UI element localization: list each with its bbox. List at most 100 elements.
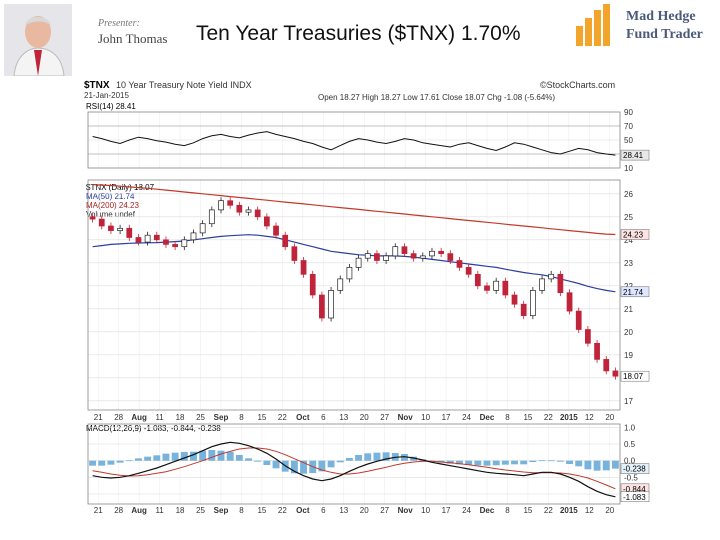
- rsi-tick-1: 70: [624, 122, 633, 131]
- ma200-last-label-box: [620, 229, 650, 240]
- candle-body-21: [282, 234, 289, 248]
- brand-logo: Mad Hedge Fund Trader: [574, 2, 714, 52]
- macd-hist-last-label-box: [620, 463, 650, 474]
- price-tick-1: 25: [624, 213, 633, 222]
- xtick-top-21: 15: [523, 413, 532, 422]
- xtick-bottom-20: 8: [505, 506, 510, 515]
- candle-body-23: [300, 260, 307, 275]
- macd-hist-bar-31: [373, 452, 381, 461]
- candle-body-44: [493, 280, 500, 291]
- xtick-top-15: Nov: [398, 413, 414, 422]
- presenter-label: Presenter:: [98, 18, 140, 29]
- xtick-top-9: 22: [278, 413, 287, 422]
- candle-body-38: [438, 250, 445, 254]
- macd-hist-bar-40: [456, 460, 463, 465]
- ma50-last-label-box: [620, 286, 650, 298]
- ma200-last-label: 24.23: [623, 231, 644, 240]
- candle-body-29: [355, 257, 362, 268]
- price-tick-6: 20: [624, 328, 633, 337]
- price-legend-3: Volume undef: [86, 210, 136, 219]
- candle-body-25: [319, 294, 325, 319]
- macd-hist-bar-55: [593, 460, 601, 471]
- candle-body-22: [291, 246, 298, 261]
- macd-hist-bar-20: [272, 460, 280, 469]
- candle-body-32: [383, 255, 389, 261]
- price-tick-7: 19: [624, 351, 633, 360]
- macd-hist-bar-16: [235, 455, 243, 461]
- macd-hist-bar-18: [254, 460, 262, 462]
- presenter-name: John Thomas: [98, 31, 168, 46]
- chart-description: 10 Year Treasury Note Yield INDX: [116, 80, 252, 90]
- xtick-top-24: 12: [585, 413, 594, 422]
- rsi-line: [92, 131, 616, 156]
- candle-body-18: [254, 209, 261, 218]
- macd-hist-bar-52: [566, 460, 573, 464]
- ma200-line: [92, 184, 616, 236]
- macd-hist-bar-2: [107, 460, 115, 465]
- macd-last-label-box: [620, 491, 650, 503]
- xtick-bottom-7: 8: [239, 506, 244, 515]
- bar-chart-logo-icon: [576, 4, 610, 46]
- macd-frame: [87, 423, 621, 505]
- candle-body-11: [190, 232, 197, 241]
- xtick-top-7: 8: [239, 413, 244, 422]
- candle-body-28: [346, 267, 353, 280]
- candle-body-57: [612, 370, 619, 377]
- rsi-frame: [87, 111, 621, 169]
- macd-hist-bar-5: [135, 458, 142, 461]
- price-tick-3: 23: [624, 259, 633, 268]
- macd-hist-bar-26: [327, 460, 335, 468]
- xtick-top-18: 24: [462, 413, 471, 422]
- xtick-bottom-15: Nov: [398, 506, 414, 515]
- candle-body-33: [392, 246, 399, 257]
- candle-body-43: [484, 285, 490, 291]
- candle-body-20: [273, 225, 279, 236]
- xtick-bottom-2: Aug: [131, 506, 147, 515]
- macd-hist-bar-6: [144, 456, 152, 461]
- candle-body-15: [227, 200, 234, 206]
- xtick-top-2: Aug: [131, 413, 147, 422]
- candle-body-10: [181, 239, 188, 248]
- stockcharts-chart: $TNX 10 Year Treasury Note Yield INDX ©S…: [82, 76, 652, 516]
- xtick-bottom-24: 12: [585, 506, 594, 515]
- macd-hist-bar-45: [501, 460, 509, 465]
- rsi-label: RSI(14) 28.41: [86, 102, 136, 111]
- macd-tick-3: -0.5: [624, 473, 638, 482]
- candle-body-12: [199, 223, 206, 234]
- xtick-bottom-9: 22: [278, 506, 287, 515]
- xtick-bottom-19: Dec: [480, 506, 495, 515]
- xtick-top-11: 6: [321, 413, 326, 422]
- candle-body-8: [163, 239, 169, 245]
- xtick-bottom-1: 28: [114, 506, 123, 515]
- chart-quote: Open 18.27 High 18.27 Low 17.61 Close 18…: [318, 93, 555, 102]
- xtick-bottom-25: 20: [605, 506, 614, 515]
- candle-body-51: [557, 273, 564, 294]
- xtick-bottom-18: 24: [462, 506, 471, 515]
- macd-hist-bar-11: [190, 451, 197, 461]
- candle-body-53: [575, 310, 582, 330]
- candle-body-48: [529, 290, 536, 317]
- rsi-tick-0: 90: [624, 108, 633, 117]
- macd-tick-2: 0.0: [624, 457, 636, 466]
- macd-hist-bar-23: [300, 460, 307, 474]
- macd-hist-bar-47: [520, 460, 528, 465]
- chart-source: ©StockCharts.com: [540, 80, 615, 90]
- xtick-top-14: 27: [380, 413, 389, 422]
- rsi-last-label-box: [620, 149, 650, 161]
- candle-body-39: [447, 253, 454, 261]
- chart-svg: $TNX 10 Year Treasury Note Yield INDX ©S…: [82, 76, 652, 516]
- candle-body-0: [89, 216, 96, 220]
- candle-body-54: [585, 329, 591, 344]
- macd-hist-bar-13: [208, 450, 216, 461]
- xtick-top-10: Oct: [296, 413, 310, 422]
- candle-body-13: [208, 209, 215, 225]
- price-tick-2: 24: [624, 236, 633, 245]
- macd-hist-bar-34: [401, 454, 408, 461]
- macd-hist-bar-43: [483, 460, 491, 466]
- xtick-bottom-23: 2015: [560, 506, 578, 515]
- xtick-top-25: 20: [605, 413, 614, 422]
- price-legend-1: MA(50) 21.74: [86, 192, 135, 201]
- candle-body-56: [603, 359, 610, 372]
- candle-body-40: [456, 260, 463, 268]
- macd-hist-bar-3: [116, 460, 124, 463]
